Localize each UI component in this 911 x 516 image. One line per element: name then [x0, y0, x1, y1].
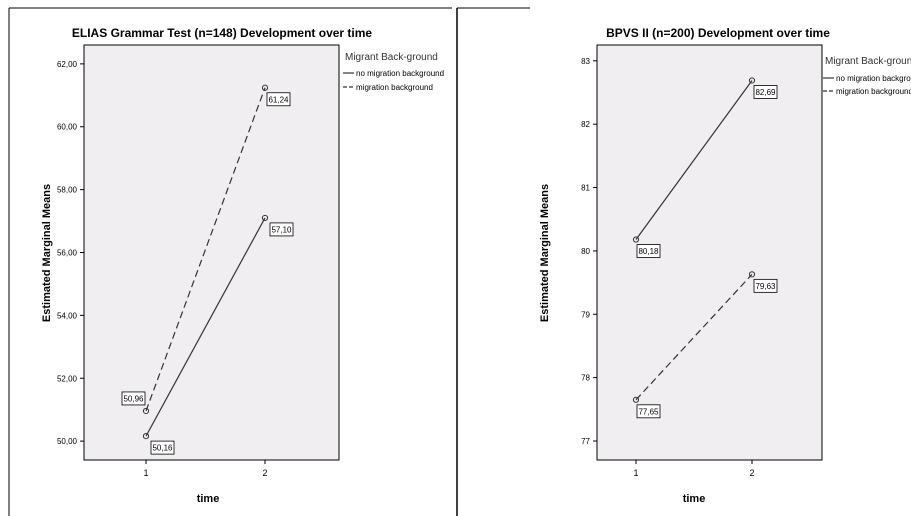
data-point — [748, 271, 756, 278]
data-point — [748, 77, 756, 84]
data-label: 80,18 — [638, 247, 659, 256]
legend-title: Migrant Back-ground — [825, 56, 911, 67]
data-label: 82,69 — [755, 88, 776, 97]
y-tick-label: 82 — [581, 120, 590, 129]
y-tick-label: 56,00 — [57, 249, 78, 258]
plot-area — [83, 44, 340, 461]
legend-label: no migration background — [356, 69, 444, 78]
series-line-no-migration — [635, 80, 753, 240]
legend-label: migration background — [836, 87, 911, 96]
legend-title: Migrant Back-ground — [345, 52, 438, 63]
data-point — [632, 236, 640, 243]
data-label-box — [636, 244, 661, 258]
data-label-box — [150, 440, 175, 455]
x-axis-label: time — [683, 493, 706, 505]
data-point — [632, 396, 640, 403]
data-point — [261, 84, 269, 91]
y-tick-label: 50,00 — [57, 437, 78, 446]
data-label: 50,16 — [152, 444, 173, 453]
y-tick-label: 81 — [581, 184, 590, 193]
plot-area — [596, 44, 823, 461]
chart-title: BPVS II (n=200) Development over time — [606, 26, 830, 40]
chart-title: ELIAS Grammar Test (n=148) Development o… — [72, 26, 373, 40]
y-tick-label: 58,00 — [57, 186, 78, 195]
data-label: 77,65 — [638, 407, 659, 416]
data-label-box — [269, 222, 294, 237]
data-label-box — [636, 404, 661, 419]
legend-label: no migration background — [836, 74, 911, 83]
y-tick-label: 62,00 — [57, 60, 78, 69]
data-label: 79,63 — [755, 282, 776, 291]
series-line-no-migration — [145, 217, 266, 437]
data-point — [142, 433, 150, 440]
x-tick-label: 1 — [143, 468, 148, 478]
series-line-migration — [635, 273, 753, 401]
series-line-migration — [145, 87, 266, 412]
x-tick-label: 2 — [262, 468, 267, 478]
legend: Migrant Back-ground no migration backgrou… — [823, 56, 911, 96]
y-axis-label: Estimated Marginal Means — [41, 184, 53, 322]
y-axis-label: Estimated Marginal Means — [539, 184, 551, 322]
x-tick-label: 1 — [633, 468, 638, 478]
y-tick-label: 83 — [581, 57, 590, 66]
y-tick-label: 60,00 — [57, 123, 78, 132]
data-label-box — [121, 391, 146, 406]
legend: Migrant Back-ground no migration backgrou… — [343, 52, 444, 92]
data-point — [142, 407, 150, 415]
data-label: 50,96 — [123, 394, 144, 403]
data-point — [261, 214, 269, 222]
y-tick-label: 52,00 — [57, 374, 78, 383]
y-tick-label: 54,00 — [57, 311, 78, 320]
data-label: 57,10 — [271, 225, 292, 234]
data-label-box — [266, 92, 291, 107]
x-axis-label: time — [197, 493, 220, 505]
legend-label: migration background — [356, 83, 433, 92]
data-label: 61,24 — [268, 95, 289, 104]
y-tick-label: 77 — [581, 437, 590, 446]
chart-1: ELIAS Grammar Test (n=148) Development o… — [41, 26, 444, 505]
y-tick-label: 78 — [581, 374, 590, 383]
data-label-box — [753, 85, 778, 99]
y-tick-label: 79 — [581, 310, 590, 319]
chart-2: BPVS II (n=200) Development over time 77 7… — [539, 26, 911, 505]
y-tick-label: 80 — [581, 247, 590, 256]
x-tick-label: 2 — [749, 468, 754, 478]
data-label-box — [753, 278, 778, 293]
